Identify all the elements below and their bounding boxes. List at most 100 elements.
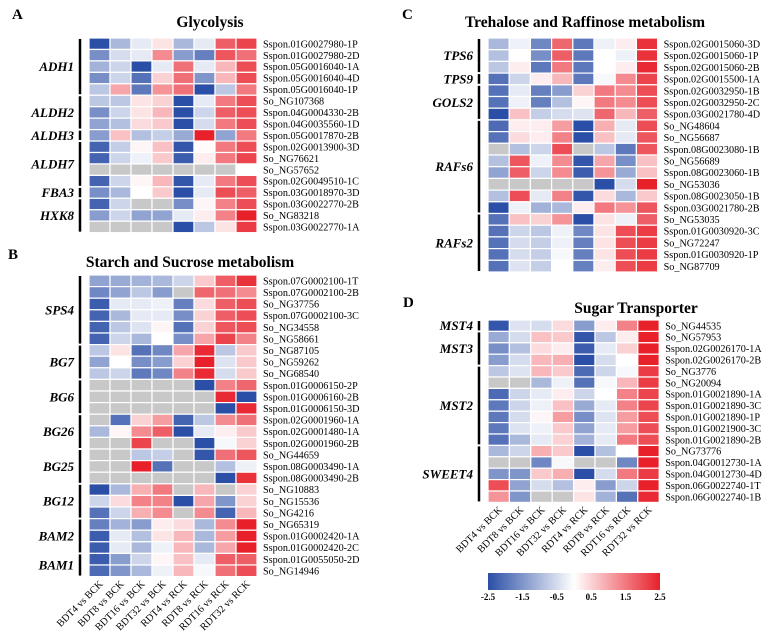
gene-family-label: BG12 xyxy=(42,494,75,509)
gene-label: So_NG87105 xyxy=(263,346,319,357)
heatmap-cell xyxy=(529,49,553,63)
heatmap-cell xyxy=(193,297,216,311)
gene-label: So_NG58661 xyxy=(263,334,319,345)
heatmap-cell xyxy=(508,479,532,492)
heatmap-cell xyxy=(172,48,195,62)
heatmap-cell xyxy=(193,48,216,62)
heatmap-cell xyxy=(109,140,132,154)
heatmap-cell xyxy=(572,490,596,503)
heatmap-cell xyxy=(88,320,111,334)
heatmap-cell xyxy=(130,37,153,51)
heatmap-cell xyxy=(550,142,574,156)
color-scale-tick: 1.5 xyxy=(620,592,632,602)
heatmap-cell xyxy=(594,376,617,389)
heatmap-cell xyxy=(594,387,617,401)
heatmap-cell xyxy=(193,402,216,415)
heatmap-cell xyxy=(130,151,153,165)
heatmap-cell xyxy=(572,433,596,446)
heatmap-cell xyxy=(487,166,510,179)
heatmap-cell xyxy=(637,330,660,344)
gene-label: Sspon.01G0021890-2B xyxy=(665,435,761,446)
heatmap-cell xyxy=(637,422,660,435)
heatmap-cell xyxy=(487,236,510,250)
heatmap-cell xyxy=(172,448,195,462)
heatmap-cell xyxy=(109,483,132,496)
heatmap-cell xyxy=(508,166,532,179)
heatmap-cell xyxy=(572,131,595,144)
heatmap-cell xyxy=(530,353,553,367)
heatmap-cell xyxy=(508,177,532,191)
heatmap-cell xyxy=(487,353,510,367)
gene-family-label: FBA3 xyxy=(40,185,74,200)
heatmap-cell xyxy=(615,422,639,435)
heatmap-cell xyxy=(172,37,195,51)
heatmap-cell xyxy=(235,425,258,438)
heatmap-cell xyxy=(151,425,174,438)
heatmap-cell xyxy=(109,129,132,142)
heatmap-cell xyxy=(508,224,532,238)
heatmap-cell xyxy=(214,517,237,531)
heatmap-cell xyxy=(572,248,595,261)
heatmap-cell xyxy=(635,72,659,86)
heatmap-cell xyxy=(235,494,258,508)
panel-letter: B xyxy=(8,247,18,263)
heatmap-cell xyxy=(529,166,553,179)
heatmap-cell xyxy=(235,163,258,176)
heatmap-cell xyxy=(594,422,617,435)
heatmap-cell xyxy=(508,84,532,98)
heatmap-cell xyxy=(88,297,111,311)
heatmap-cell xyxy=(235,71,258,85)
heatmap-cell xyxy=(109,94,132,108)
heatmap-cell xyxy=(109,552,132,566)
heatmap-cell xyxy=(214,140,237,154)
heatmap-cell xyxy=(214,460,237,473)
heatmap-cell xyxy=(172,71,195,85)
gene-label: Sspon.04G0012730-1A xyxy=(665,458,762,469)
heatmap-cell xyxy=(130,60,153,73)
gene-label: Sspon.05G0016040-1A xyxy=(263,62,360,73)
heatmap-cell xyxy=(614,259,638,273)
heatmap-cell xyxy=(214,367,237,380)
heatmap-cell xyxy=(637,467,660,481)
gene-label: So_NG59262 xyxy=(263,358,319,369)
heatmap-cell xyxy=(172,297,195,311)
heatmap-cell xyxy=(235,529,258,543)
heatmap-cell xyxy=(235,129,258,142)
heatmap-cell xyxy=(172,471,195,485)
heatmap-cell xyxy=(193,71,216,85)
heatmap-cell xyxy=(235,186,258,199)
heatmap-cell xyxy=(593,142,616,156)
heatmap-cell xyxy=(594,353,617,367)
heatmap-cell xyxy=(172,186,195,199)
heatmap-cell xyxy=(172,506,195,520)
heatmap-cell xyxy=(637,365,660,378)
heatmap-cell xyxy=(550,201,574,215)
heatmap-cell xyxy=(109,344,132,357)
heatmap-cell xyxy=(130,117,153,131)
heatmap-cell xyxy=(637,376,660,389)
heatmap-cell xyxy=(235,48,258,62)
heatmap-cell xyxy=(88,460,111,473)
heatmap-cell xyxy=(214,448,237,462)
heatmap-cell xyxy=(151,402,174,415)
heatmap-cell xyxy=(172,344,195,357)
heatmap-cell xyxy=(572,342,596,355)
heatmap-cell xyxy=(594,467,617,481)
heatmap-cell xyxy=(193,436,216,450)
heatmap-cell xyxy=(614,166,638,179)
heatmap-cell xyxy=(530,444,553,458)
heatmap-cell xyxy=(130,436,153,450)
heatmap-cell xyxy=(172,367,195,380)
heatmap-cell xyxy=(593,224,616,238)
heatmap-cell xyxy=(151,413,174,427)
heatmap-cell xyxy=(88,94,111,108)
heatmap-cell xyxy=(109,367,132,380)
heatmap-cell xyxy=(529,131,553,144)
gene-family-label: TPS9 xyxy=(443,71,473,86)
heatmap-cell xyxy=(637,399,660,412)
heatmap-cell xyxy=(151,48,174,62)
heatmap-cell xyxy=(594,319,617,332)
gene-label: Sspon.01G0021890-1A xyxy=(665,390,762,401)
gene-label: So_NG76621 xyxy=(263,154,319,165)
gene-family-label: BAM1 xyxy=(38,558,74,573)
